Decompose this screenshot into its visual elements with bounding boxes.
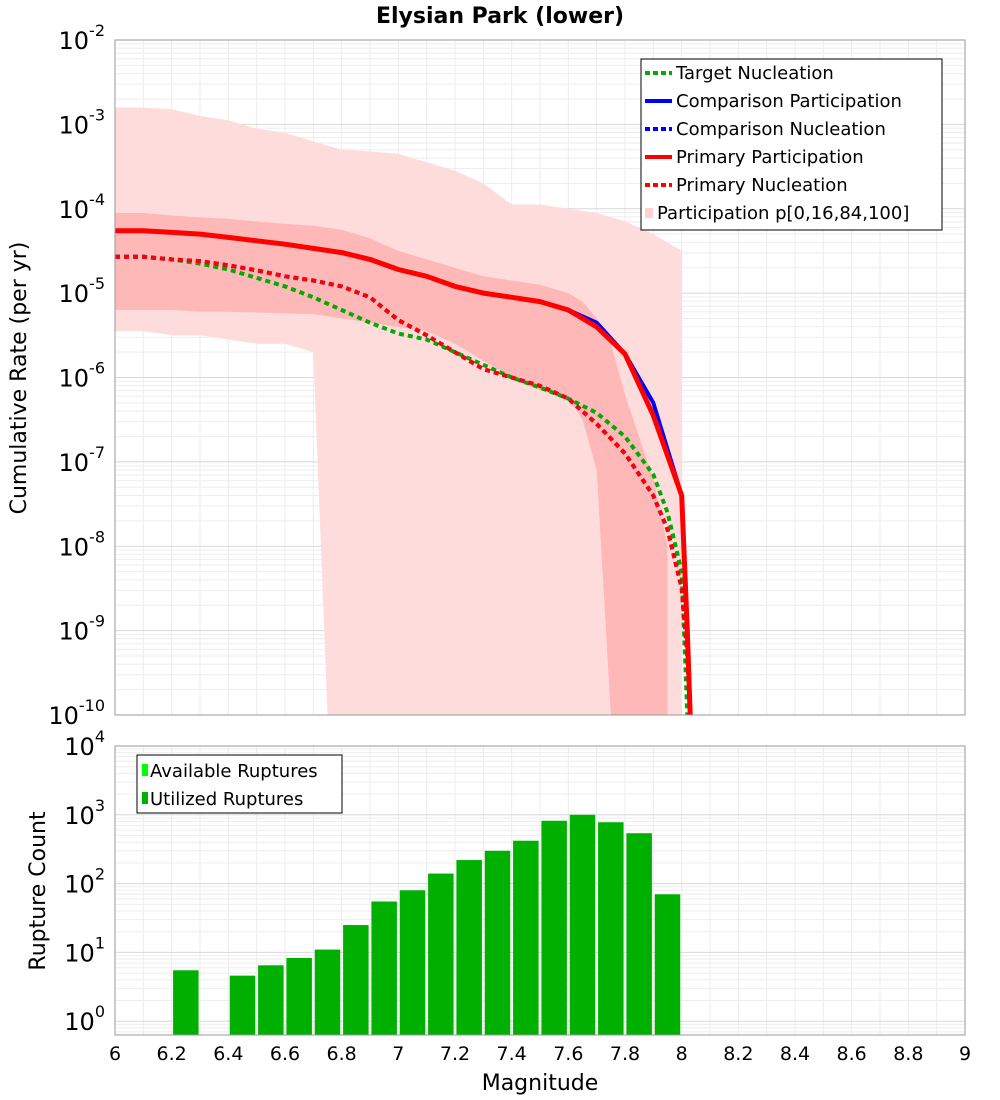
legend-item-2: Comparison Nucleation xyxy=(645,119,886,140)
series-target-nucleation xyxy=(115,254,690,716)
series-primary-nucleation xyxy=(115,254,693,716)
legend-swatch xyxy=(645,208,653,218)
bottom-legend-box xyxy=(136,754,343,814)
x-tick-label: 6.8 xyxy=(327,1043,357,1065)
bar-7.25 xyxy=(456,860,482,1035)
bottom-y-axis-label: Rupture Count xyxy=(26,811,51,971)
chart-title: Elysian Park (lower) xyxy=(376,4,624,29)
bottom-legend: Available Ruptures Utilized Ruptures xyxy=(136,754,343,814)
top-y-tick-label: 10-10 xyxy=(48,696,105,730)
top-y-tick-label: 10-3 xyxy=(59,105,106,139)
x-tick-labels: 6 6.2 6.4 6.6 6.8 7 7.2 7.4 7.6 7.8 8 8.2 8.4 8.6 8.8 9 xyxy=(109,1043,971,1065)
top-y-tick-label: 10-5 xyxy=(59,274,106,308)
top-y-tick-label: 10-2 xyxy=(59,21,106,55)
bar-6.85 xyxy=(343,925,369,1035)
legend-swatch xyxy=(142,764,148,776)
x-tick-label: 6.4 xyxy=(213,1043,243,1065)
bottom-legend-item-0: Available Ruptures xyxy=(142,761,318,782)
top-y-tick-label: 10-9 xyxy=(59,612,106,646)
x-tick-label: 9 xyxy=(959,1043,971,1065)
x-tick-label: 7.2 xyxy=(440,1043,470,1065)
x-tick-label: 8.8 xyxy=(893,1043,923,1065)
top-legend: Target Nucleation Comparison Participatio… xyxy=(640,58,943,231)
x-axis-label: Magnitude xyxy=(482,1071,599,1096)
x-tick-label: 8 xyxy=(676,1043,688,1065)
legend-label: Comparison Participation xyxy=(676,91,902,112)
top-y-tick-label: 10-8 xyxy=(59,527,106,561)
bottom-bars xyxy=(173,814,681,1035)
x-tick-label: 6.6 xyxy=(270,1043,300,1065)
legend-label: Target Nucleation xyxy=(675,63,834,84)
x-tick-label: 7.8 xyxy=(610,1043,640,1065)
bar-7.65 xyxy=(569,814,596,1035)
bar-6.75 xyxy=(314,949,341,1035)
legend-label: Utilized Ruptures xyxy=(150,789,303,810)
bottom-y-tick-label: 102 xyxy=(64,865,105,899)
legend-label: Primary Participation xyxy=(676,147,864,168)
legend-label: Participation p[0,16,84,100] xyxy=(657,203,909,224)
bar-6.55 xyxy=(258,965,284,1035)
top-bands xyxy=(115,107,682,715)
x-tick-label: 8.4 xyxy=(780,1043,810,1065)
legend-label: Comparison Nucleation xyxy=(676,119,886,140)
top-y-tick-label: 10-4 xyxy=(59,190,106,224)
legend-item-1: Comparison Participation xyxy=(645,91,902,112)
bottom-plot-frame xyxy=(114,745,966,1036)
x-tick-label: 7 xyxy=(392,1043,404,1065)
bar-7.95 xyxy=(654,894,681,1035)
bar-7.75 xyxy=(598,822,624,1035)
legend-item-3: Primary Participation xyxy=(645,147,864,168)
x-tick-label: 7.4 xyxy=(497,1043,527,1065)
bar-7.45 xyxy=(513,840,539,1035)
bar-7.35 xyxy=(484,850,511,1035)
bar-6.65 xyxy=(286,957,312,1035)
legend-item-0: Target Nucleation xyxy=(645,63,834,84)
x-tick-label: 8.2 xyxy=(723,1043,753,1065)
legend-item-4: Primary Nucleation xyxy=(645,175,848,196)
x-tick-label: 7.6 xyxy=(553,1043,583,1065)
top-legend-box xyxy=(640,58,943,231)
band-p16-p84 xyxy=(115,213,668,715)
series-primary-participation xyxy=(115,228,693,716)
top-plot-frame xyxy=(114,39,966,716)
bottom-panel: 100 101 102 103 104 6 6.2 6.4 6.6 6.8 7 7.2 7.4 7.6 7… xyxy=(26,727,971,1096)
bar-7.55 xyxy=(541,820,567,1035)
bar-7.15 xyxy=(428,873,454,1035)
legend-label: Primary Nucleation xyxy=(676,175,848,196)
bottom-gridlines xyxy=(114,746,966,1035)
legend-item-5: Participation p[0,16,84,100] xyxy=(645,203,909,224)
bottom-y-tick-label: 103 xyxy=(64,796,105,830)
x-tick-label: 6.2 xyxy=(157,1043,187,1065)
bar-6.95 xyxy=(371,901,397,1035)
bottom-legend-item-1: Utilized Ruptures xyxy=(142,789,303,810)
bar-6.25 xyxy=(173,970,199,1035)
top-y-tick-label: 10-6 xyxy=(59,359,106,393)
bottom-y-tick-label: 101 xyxy=(64,933,105,967)
top-y-tick-labels: 10-10 10-9 10-8 10-7 10-6 10-5 10-4 10-3 10-2 xyxy=(48,21,105,730)
top-panel: 10-10 10-9 10-8 10-7 10-6 10-5 10-4 10-3 10-2 Cu… xyxy=(7,21,966,730)
bottom-y-tick-label: 104 xyxy=(64,727,105,761)
top-y-tick-label: 10-7 xyxy=(59,443,106,477)
bar-7.85 xyxy=(626,833,652,1035)
bottom-y-tick-labels: 100 101 102 103 104 xyxy=(64,727,105,1036)
legend-swatch xyxy=(142,792,148,804)
x-tick-label: 8.6 xyxy=(837,1043,867,1065)
bottom-y-tick-label: 100 xyxy=(64,1002,105,1036)
legend-label: Available Ruptures xyxy=(150,761,318,782)
bar-7.05 xyxy=(399,890,426,1035)
x-tick-label: 6 xyxy=(109,1043,121,1065)
top-series xyxy=(115,228,693,716)
bar-6.45 xyxy=(229,975,256,1035)
top-y-axis-label: Cumulative Rate (per yr) xyxy=(7,242,32,515)
